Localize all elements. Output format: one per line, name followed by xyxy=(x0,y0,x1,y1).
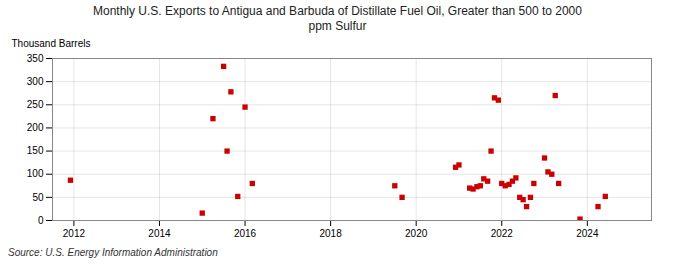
svg-text:150: 150 xyxy=(27,145,44,156)
svg-text:0: 0 xyxy=(38,215,44,226)
svg-text:250: 250 xyxy=(27,99,44,110)
svg-text:2012: 2012 xyxy=(63,228,86,239)
svg-text:50: 50 xyxy=(32,192,44,203)
svg-text:2016: 2016 xyxy=(234,228,257,239)
svg-text:2020: 2020 xyxy=(405,228,428,239)
html-text:Monthly U.S. Exports to Antigu: Monthly U.S. Exports to Antigua and Barb… xyxy=(93,4,582,33)
svg-text:Thousand Barrels: Thousand Barrels xyxy=(12,38,91,49)
svg-text:300: 300 xyxy=(27,76,44,87)
svg-text:2022: 2022 xyxy=(491,228,514,239)
svg-text:350: 350 xyxy=(27,53,44,64)
svg-text:2014: 2014 xyxy=(148,228,171,239)
html-text:Source: U.S. Energy Informatio: Source: U.S. Energy Information Administ… xyxy=(8,247,218,258)
svg-text:100: 100 xyxy=(27,168,44,179)
svg-text:200: 200 xyxy=(27,122,44,133)
svg-text:2018: 2018 xyxy=(319,228,342,239)
svg-text:2024: 2024 xyxy=(576,228,599,239)
